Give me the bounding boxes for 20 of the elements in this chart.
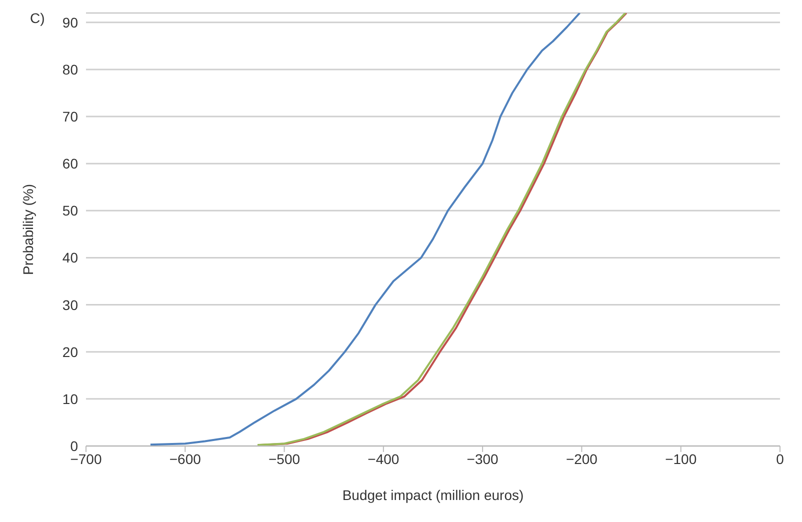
x-tick-label: −100 — [665, 450, 697, 467]
y-tick-label: 90 — [62, 14, 78, 30]
y-tick-label: 70 — [62, 108, 78, 125]
x-tick-label: −300 — [466, 450, 499, 467]
y-tick-label: 30 — [62, 296, 78, 313]
y-tick-label: 60 — [62, 156, 78, 172]
y-tick-label: 10 — [62, 390, 78, 407]
y-tick-label: 80 — [62, 61, 78, 78]
line-series — [149, 13, 581, 446]
x-axis-title: Budget impact (million euros) — [342, 487, 524, 503]
y-tick-label: 20 — [62, 344, 78, 360]
x-tick-label: −400 — [368, 450, 400, 467]
x-tick-label: −600 — [169, 450, 202, 467]
y-tick-label: 40 — [62, 250, 78, 266]
x-tick-label: −200 — [566, 450, 598, 467]
y-tick-label: 50 — [62, 202, 78, 219]
y-axis-title: Probability (%) — [20, 184, 36, 276]
x-tick-label: 0 — [776, 450, 784, 467]
x-tick-label: −500 — [268, 450, 300, 467]
text: C) — [30, 10, 45, 26]
